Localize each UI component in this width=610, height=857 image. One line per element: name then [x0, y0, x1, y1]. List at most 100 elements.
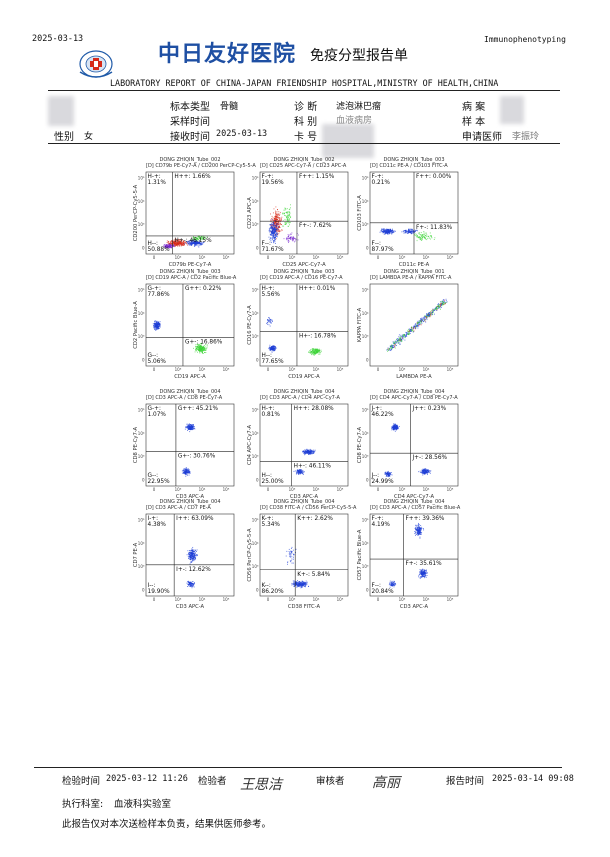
doctor-value: 李振玲 [512, 132, 540, 142]
report-time-value: 2025-03-14 09:08 [492, 774, 574, 784]
plot-tube-title: DONG ZHIQIN_Tube_003 [383, 157, 444, 163]
redacted-case [500, 96, 524, 124]
plot-events [379, 228, 436, 242]
plot-events [386, 298, 448, 352]
plot-events [181, 423, 196, 477]
y-axis-label: CD2 Pacific Blue-A [133, 301, 139, 349]
flow-plot-svg: DONG ZHIQIN_Tube_003[D] CD19 APC-A / CD1… [247, 269, 349, 380]
y-tick-label: 10⁴ [138, 311, 145, 316]
quadrant-value: 50.88% [148, 247, 171, 253]
x-tick-label: 10³ [399, 367, 406, 372]
quadrant-label: F+-: 11.83% [416, 225, 453, 231]
flow-plot-svg: DONG ZHIQIN_Tube_004[D] CD3 APC-A / CD4 … [247, 389, 349, 500]
sex-value: 女 [84, 132, 94, 142]
quadrant-value: 22.95% [148, 479, 171, 485]
plot-tube-title: DONG ZHIQIN_Tube_002 [273, 157, 334, 163]
specimen-type-label: 标本类型 [170, 102, 210, 113]
quadrant-label: H-+: [262, 406, 275, 412]
flow-plot-svg: DONG ZHIQIN_Tube_003[D] CD11c PE-A / CD1… [357, 157, 459, 268]
x-tick-label: 0 [153, 367, 156, 372]
info-rule [48, 143, 560, 144]
quadrant-value: 4.38% [148, 522, 167, 528]
dept-label: 科 别 [294, 117, 318, 128]
y-tick-label: 10³ [252, 564, 259, 569]
plot-axes-title: [D] CD19 APC-A / CD2 Pacific Blue-A [146, 275, 237, 281]
y-tick-label: 10³ [252, 334, 259, 339]
exec-dept-label: 执行科室: [62, 799, 104, 810]
x-tick-label: 10⁵ [223, 367, 230, 372]
dept-value: 血液病房 [336, 116, 373, 126]
quadrant-label: H+-: 46.11% [294, 463, 332, 469]
quadrant-label: G--: [148, 473, 159, 479]
flow-plot-svg: DONG ZHIQIN_Tube_001[D] LAMBDA PE-A / KA… [357, 269, 459, 380]
plot-tube-title: DONG ZHIQIN_Tube_004 [159, 499, 220, 505]
quadrant-label: K+-: 5.84% [297, 572, 330, 578]
y-axis-label: CD200 PerCP-Cy5-5-A [133, 184, 139, 241]
receive-time-value: 2025-03-13 [216, 129, 268, 139]
y-tick-label: 10⁴ [138, 541, 145, 546]
y-tick-label: 10³ [252, 222, 259, 227]
x-tick-label: 10⁵ [223, 255, 230, 260]
flow-plot-svg: DONG ZHIQIN_Tube_002[D] CD79b PE-Cy7-A /… [133, 157, 256, 268]
y-tick-label: 10⁴ [362, 541, 369, 546]
quadrant-label: H+-: 16.78% [299, 334, 337, 340]
x-tick-label: 0 [153, 487, 156, 492]
plot-tube-title: DONG ZHIQIN_Tube_003 [159, 269, 220, 275]
reviewer-signature: 高丽 [372, 775, 400, 791]
flow-plot: DONG ZHIQIN_Tube_004 [D] CD3 APC-A / CD7 … [133, 498, 254, 648]
x-tick-label: 0 [377, 597, 380, 602]
quadrant-label: G++: 45.21% [178, 406, 219, 412]
x-axis-label: CD79b PE-Cy7-A [169, 262, 212, 268]
reviewer-label: 审核者 [316, 776, 345, 787]
plot-tube-title: DONG ZHIQIN_Tube_004 [383, 499, 444, 505]
x-tick-label: 0 [267, 597, 270, 602]
flow-plot-svg: DONG ZHIQIN_Tube_002[D] CD25 APC-Cy7-A /… [247, 157, 349, 268]
y-tick-label: 10⁵ [252, 176, 259, 181]
plot-events [293, 448, 316, 475]
plot-axes-title: [D] CD3 APC-A / CD7 PE-A [146, 505, 211, 511]
plot-tube-title: DONG ZHIQIN_Tube_003 [273, 269, 334, 275]
x-tick-label: 10⁴ [199, 367, 206, 372]
quadrant-value: 19.90% [148, 589, 171, 595]
quadrant-value: 5.56% [262, 292, 281, 298]
plot-frame [145, 283, 235, 367]
y-tick-label: 10³ [138, 454, 145, 459]
quadrant-value: 71.67% [262, 247, 285, 253]
y-tick-label: 10⁴ [138, 199, 145, 204]
x-tick-label: 10⁵ [337, 255, 344, 260]
x-tick-label: 10⁴ [423, 487, 430, 492]
x-tick-label: 0 [377, 487, 380, 492]
header-rule [48, 90, 560, 91]
y-tick-label: 0 [366, 588, 369, 593]
quadrant-label: H+-: 46.15% [174, 238, 212, 244]
y-tick-label: 10⁴ [138, 431, 145, 436]
y-tick-label: 10⁴ [362, 199, 369, 204]
plot-tube-title: DONG ZHIQIN_Tube_004 [273, 389, 334, 395]
tester-label: 检验者 [198, 776, 227, 787]
plot-events [384, 423, 432, 478]
flow-plot: DONG ZHIQIN_Tube_004 [D] CD38 FITC-A / CD… [247, 498, 368, 648]
x-tick-label: 10⁵ [447, 255, 454, 260]
x-tick-label: 10⁴ [313, 255, 320, 260]
doctor-label: 申请医师 [462, 132, 502, 143]
quadrant-label: K--: [262, 583, 271, 589]
quadrant-value: 0.81% [262, 412, 281, 418]
redacted-name [48, 96, 74, 126]
quadrant-value: 1.31% [148, 180, 167, 186]
plot-axes-title: [D] CD11c PE-A / CD103 FITC-A [370, 163, 448, 169]
quadrant-label: G+-: 30.76% [178, 454, 216, 460]
flow-plot: DONG ZHIQIN_Tube_003 [D] CD19 APC-A / CD2… [133, 268, 254, 418]
flow-plot-svg: DONG ZHIQIN_Tube_003[D] CD19 APC-A / CD2… [133, 269, 237, 380]
x-tick-label: 0 [267, 367, 270, 372]
y-tick-label: 0 [256, 478, 259, 483]
quadrant-label: H-+: [262, 286, 275, 292]
quadrant-label: F++: 39.36% [405, 516, 444, 522]
x-tick-label: 10⁴ [313, 487, 320, 492]
quadrant-label: F--: [372, 241, 382, 247]
y-tick-label: 0 [256, 588, 259, 593]
exec-dept-value: 血液科实验室 [114, 799, 172, 810]
x-tick-label: 0 [267, 255, 270, 260]
x-axis-label: CD4 APC-Cy7-A [394, 494, 434, 500]
flow-plot-svg: DONG ZHIQIN_Tube_004[D] CD4 APC-Cy7-A / … [357, 389, 459, 500]
y-tick-label: 10⁴ [362, 311, 369, 316]
